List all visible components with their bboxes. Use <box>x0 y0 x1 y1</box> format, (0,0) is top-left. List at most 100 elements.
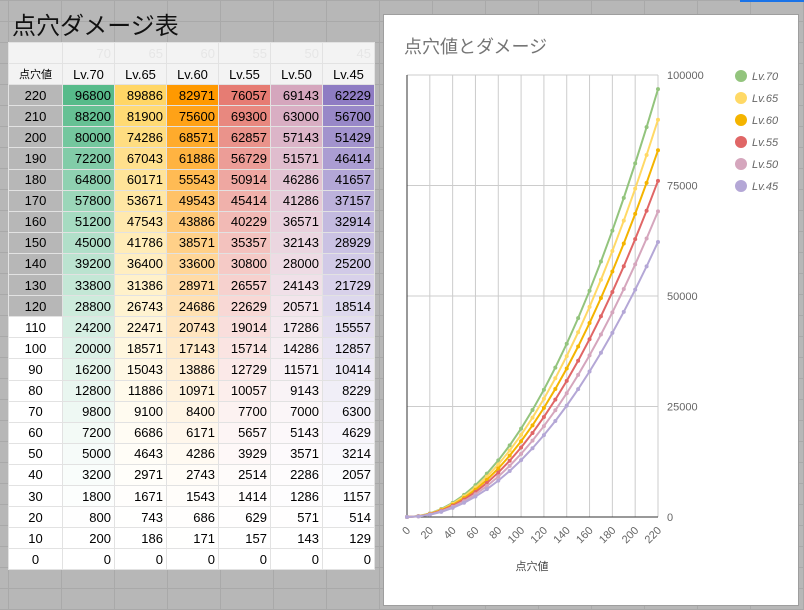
damage-cell[interactable]: 22629 <box>218 295 271 318</box>
damage-cell[interactable]: 200 <box>62 527 115 550</box>
damage-cell[interactable]: 57143 <box>270 126 323 149</box>
damage-cell[interactable]: 21729 <box>322 274 375 297</box>
damage-cell[interactable]: 28929 <box>322 231 375 254</box>
damage-cell[interactable]: 7000 <box>270 400 323 423</box>
damage-cell[interactable]: 6171 <box>166 421 219 444</box>
damage-cell[interactable]: 24143 <box>270 274 323 297</box>
damage-cell[interactable]: 24200 <box>62 316 115 339</box>
damage-cell[interactable]: 69143 <box>270 84 323 107</box>
damage-cell[interactable]: 2971 <box>114 463 167 486</box>
row-value-cell[interactable]: 70 <box>8 400 63 423</box>
damage-cell[interactable]: 0 <box>166 548 219 571</box>
line-chart[interactable]: 点穴値とダメージ 0 20 40 60 80 100 120 140 160 180 200 220 0… <box>383 14 799 606</box>
damage-cell[interactable]: 186 <box>114 527 167 550</box>
damage-cell[interactable]: 67043 <box>114 147 167 170</box>
damage-cell[interactable]: 2514 <box>218 463 271 486</box>
damage-cell[interactable]: 12857 <box>322 337 375 360</box>
row-value-cell[interactable]: 30 <box>8 484 63 508</box>
damage-cell[interactable]: 6686 <box>114 421 167 444</box>
damage-cell[interactable]: 1414 <box>218 484 271 508</box>
header-cell-level[interactable]: Lv.45 <box>322 63 375 86</box>
damage-cell[interactable]: 61886 <box>166 147 219 170</box>
header-cell-faint[interactable]: 50 <box>270 41 323 65</box>
header-cell-faint[interactable]: 45 <box>322 41 375 65</box>
damage-cell[interactable]: 88200 <box>62 105 115 128</box>
damage-cell[interactable]: 32914 <box>322 210 375 233</box>
damage-cell[interactable]: 53671 <box>114 189 167 212</box>
header-cell-level[interactable]: Lv.50 <box>270 63 323 86</box>
damage-cell[interactable]: 9800 <box>62 400 115 423</box>
damage-cell[interactable]: 9100 <box>114 400 167 423</box>
damage-cell[interactable]: 35357 <box>218 231 271 254</box>
row-value-cell[interactable]: 80 <box>8 379 63 402</box>
damage-cell[interactable]: 28000 <box>270 252 323 276</box>
damage-cell[interactable]: 80000 <box>62 126 115 149</box>
damage-cell[interactable]: 10414 <box>322 358 375 381</box>
damage-cell[interactable]: 36571 <box>270 210 323 233</box>
damage-cell[interactable]: 18514 <box>322 295 375 318</box>
damage-cell[interactable]: 18571 <box>114 337 167 360</box>
damage-cell[interactable]: 2743 <box>166 463 219 486</box>
damage-cell[interactable]: 5000 <box>62 442 115 465</box>
damage-cell[interactable]: 1543 <box>166 484 219 508</box>
damage-cell[interactable]: 64800 <box>62 168 115 191</box>
damage-cell[interactable]: 41786 <box>114 231 167 254</box>
damage-cell[interactable]: 3200 <box>62 463 115 486</box>
damage-cell[interactable]: 2286 <box>270 463 323 486</box>
damage-cell[interactable]: 10057 <box>218 379 271 402</box>
damage-cell[interactable]: 9143 <box>270 379 323 402</box>
damage-cell[interactable]: 20000 <box>62 337 115 360</box>
damage-cell[interactable]: 1286 <box>270 484 323 508</box>
damage-cell[interactable]: 51571 <box>270 147 323 170</box>
row-value-cell[interactable]: 50 <box>8 442 63 465</box>
damage-cell[interactable]: 60171 <box>114 168 167 191</box>
damage-cell[interactable]: 1671 <box>114 484 167 508</box>
damage-cell[interactable]: 49543 <box>166 189 219 212</box>
row-value-cell[interactable]: 140 <box>8 252 63 276</box>
damage-cell[interactable]: 15043 <box>114 358 167 381</box>
header-cell-level[interactable]: Lv.60 <box>166 63 219 86</box>
header-cell-faint[interactable]: 55 <box>218 41 271 65</box>
damage-cell[interactable]: 62229 <box>322 84 375 107</box>
header-cell-tenketsu[interactable]: 点穴値 <box>8 63 63 86</box>
row-value-cell[interactable]: 10 <box>8 527 63 550</box>
damage-cell[interactable]: 41657 <box>322 168 375 191</box>
damage-cell[interactable]: 89886 <box>114 84 167 107</box>
damage-cell[interactable]: 6300 <box>322 400 375 423</box>
damage-cell[interactable]: 51200 <box>62 210 115 233</box>
header-cell-level[interactable]: Lv.65 <box>114 63 167 86</box>
damage-cell[interactable]: 7200 <box>62 421 115 444</box>
damage-cell[interactable]: 0 <box>218 548 271 571</box>
row-value-cell[interactable]: 210 <box>8 105 63 128</box>
damage-cell[interactable]: 69300 <box>218 105 271 128</box>
damage-cell[interactable]: 16200 <box>62 358 115 381</box>
row-value-cell[interactable]: 200 <box>8 126 63 149</box>
damage-cell[interactable]: 33600 <box>166 252 219 276</box>
damage-cell[interactable]: 51429 <box>322 126 375 149</box>
header-cell-faint[interactable]: 60 <box>166 41 219 65</box>
header-cell-faint[interactable]: 65 <box>114 41 167 65</box>
row-value-cell[interactable]: 100 <box>8 337 63 360</box>
damage-cell[interactable]: 12729 <box>218 358 271 381</box>
damage-cell[interactable]: 24686 <box>166 295 219 318</box>
damage-cell[interactable]: 62857 <box>218 126 271 149</box>
damage-cell[interactable]: 686 <box>166 506 219 529</box>
damage-cell[interactable]: 8400 <box>166 400 219 423</box>
damage-cell[interactable]: 45414 <box>218 189 271 212</box>
damage-cell[interactable]: 28800 <box>62 295 115 318</box>
damage-cell[interactable]: 57800 <box>62 189 115 212</box>
damage-cell[interactable]: 43886 <box>166 210 219 233</box>
header-cell-level[interactable]: Lv.55 <box>218 63 271 86</box>
damage-cell[interactable]: 629 <box>218 506 271 529</box>
damage-cell[interactable]: 46286 <box>270 168 323 191</box>
damage-cell[interactable]: 72200 <box>62 147 115 170</box>
damage-cell[interactable]: 68571 <box>166 126 219 149</box>
damage-cell[interactable]: 3929 <box>218 442 271 465</box>
row-value-cell[interactable]: 20 <box>8 506 63 529</box>
row-value-cell[interactable]: 190 <box>8 147 63 170</box>
sheet-title[interactable]: 点穴ダメージ表 <box>12 12 179 40</box>
cell-empty[interactable] <box>8 41 63 65</box>
damage-cell[interactable]: 25200 <box>322 252 375 276</box>
damage-cell[interactable]: 81900 <box>114 105 167 128</box>
damage-cell[interactable]: 26557 <box>218 274 271 297</box>
